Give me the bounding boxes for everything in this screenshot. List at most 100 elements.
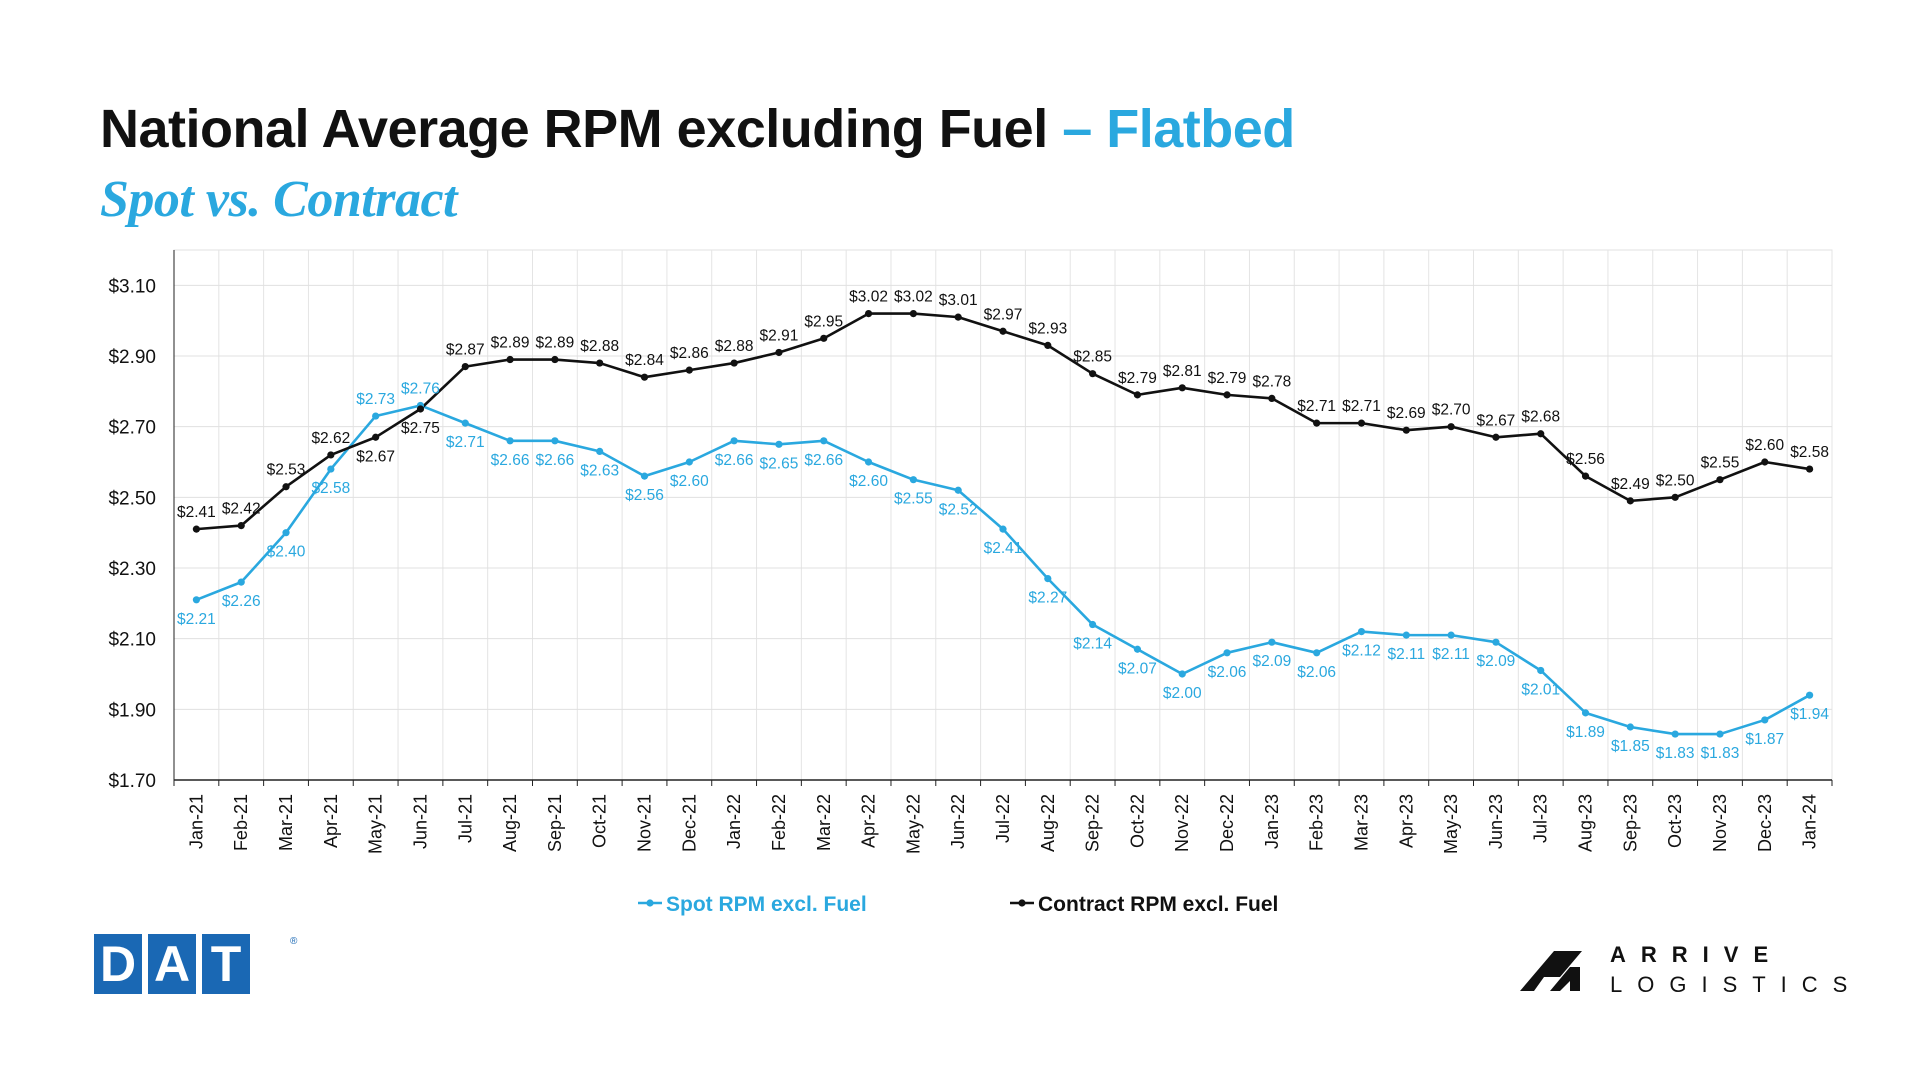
contract-data-point (954, 313, 962, 321)
spot-data-label: $1.85 (1611, 738, 1650, 755)
spot-data-point (372, 412, 380, 420)
contract-data-label: $2.79 (1118, 370, 1157, 387)
spot-data-point (1671, 730, 1679, 738)
contract-data-label: $2.71 (1297, 398, 1336, 415)
spot-data-label: $1.94 (1790, 706, 1829, 723)
arrive-logo-text: ARRIVE LOGISTICS (1610, 940, 1862, 1000)
spot-data-label: $2.11 (1432, 646, 1470, 663)
spot-data-point (327, 465, 335, 473)
contract-data-label: $2.71 (1342, 398, 1381, 415)
spot-data-point (506, 437, 514, 445)
contract-data-label: $2.58 (1790, 444, 1829, 461)
spot-data-point (1044, 575, 1052, 583)
spot-data-label: $2.14 (1073, 636, 1112, 653)
title-accent: – Flatbed (1047, 99, 1295, 159)
chart-subtitle: Spot vs. Contract (100, 171, 457, 228)
x-tick-label: May-23 (1441, 794, 1461, 854)
spot-data-point (954, 486, 962, 494)
spot-data-point (282, 529, 290, 537)
contract-data-point (864, 310, 873, 318)
contract-data-label: $2.75 (401, 420, 440, 437)
contract-data-point (1313, 419, 1321, 427)
contract-data-point (327, 451, 335, 459)
x-tick-label: Oct-23 (1665, 794, 1685, 848)
contract-data-point (1044, 341, 1052, 349)
contract-data-label: $2.56 (1566, 451, 1605, 468)
x-tick-label: Nov-23 (1710, 794, 1730, 852)
contract-data-point (1492, 433, 1500, 441)
spot-data-point (1716, 730, 1724, 738)
spot-data-point (820, 437, 828, 445)
contract-data-label: $2.62 (311, 430, 350, 447)
spot-data-label: $2.60 (670, 473, 709, 490)
contract-data-label: $2.55 (1701, 455, 1740, 472)
contract-data-point (1357, 419, 1366, 427)
contract-data-point (820, 334, 828, 342)
spot-data-point (1402, 631, 1410, 639)
x-tick-label: Mar-22 (814, 794, 834, 851)
x-tick-label: Jun-22 (948, 794, 968, 849)
spot-data-point (1133, 645, 1142, 653)
contract-legend-label: Contract RPM excl. Fuel (1038, 893, 1278, 916)
contract-data-label: $3.01 (939, 292, 978, 309)
contract-data-point (730, 359, 738, 367)
contract-data-point (506, 355, 514, 364)
spot-data-point (775, 440, 783, 448)
spot-data-label: $2.06 (1208, 664, 1247, 681)
contract-data-point (282, 483, 290, 491)
y-tick-label: $2.50 (108, 488, 156, 509)
y-tick-label: $2.30 (108, 559, 156, 580)
contract-data-point (237, 522, 245, 530)
x-tick-label: Sep-22 (1083, 794, 1103, 852)
spot-data-label: $2.41 (984, 540, 1023, 557)
spot-data-point (999, 525, 1007, 533)
contract-data-label: $2.49 (1611, 476, 1650, 493)
spot-data-label: $2.26 (222, 593, 261, 610)
spot-data-label: $2.65 (760, 455, 799, 472)
spot-data-label: $2.66 (715, 452, 754, 469)
x-tick-label: Dec-23 (1755, 794, 1775, 852)
dat-logo-letter-t: T (202, 934, 250, 994)
x-tick-label: Dec-21 (679, 794, 699, 852)
contract-data-label: $2.88 (715, 338, 754, 355)
x-tick-label: Feb-21 (231, 794, 251, 851)
spot-data-point (192, 596, 201, 604)
spot-legend-label: Spot RPM excl. Fuel (666, 893, 867, 916)
spot-legend-marker (646, 899, 654, 907)
spot-data-label: $1.89 (1566, 724, 1605, 741)
contract-data-point (372, 433, 380, 441)
x-tick-label: Nov-21 (635, 794, 655, 852)
x-tick-label: Aug-23 (1576, 794, 1596, 852)
contract-data-label: $2.89 (491, 335, 530, 352)
contract-data-label: $2.88 (580, 338, 619, 355)
contract-data-label: $2.87 (446, 342, 485, 359)
spot-data-label: $1.87 (1745, 731, 1784, 748)
spot-data-label: $2.52 (939, 501, 978, 518)
arrive-mark-icon (1520, 951, 1582, 991)
x-tick-label: Jan-24 (1800, 794, 1820, 849)
contract-data-label: $2.95 (804, 313, 843, 330)
x-tick-label: Feb-22 (769, 794, 789, 851)
spot-data-point (1537, 666, 1545, 675)
arrive-logo-line1: ARRIVE (1610, 942, 1784, 967)
contract-data-point (1268, 394, 1276, 402)
y-tick-label: $3.10 (108, 276, 156, 297)
x-tick-label: Nov-22 (1172, 794, 1192, 852)
contract-legend-marker (1018, 899, 1026, 907)
contract-data-point (1402, 426, 1410, 434)
spot-data-point (551, 437, 559, 445)
spot-data-label: $2.66 (535, 452, 574, 469)
contract-data-point (1178, 384, 1186, 392)
x-tick-label: Jul-21 (455, 794, 475, 843)
x-tick-label: Dec-22 (1217, 794, 1237, 852)
x-tick-label: Mar-21 (276, 794, 296, 851)
x-tick-label: Aug-21 (500, 794, 520, 852)
contract-data-point (1447, 423, 1455, 431)
contract-data-label: $3.02 (849, 289, 888, 306)
dat-logo-letter-a: A (148, 934, 196, 994)
x-tick-label: Aug-22 (1038, 794, 1058, 852)
spot-data-label: $2.00 (1163, 685, 1202, 702)
spot-data-label: $2.60 (849, 473, 888, 490)
spot-data-point (640, 472, 649, 480)
